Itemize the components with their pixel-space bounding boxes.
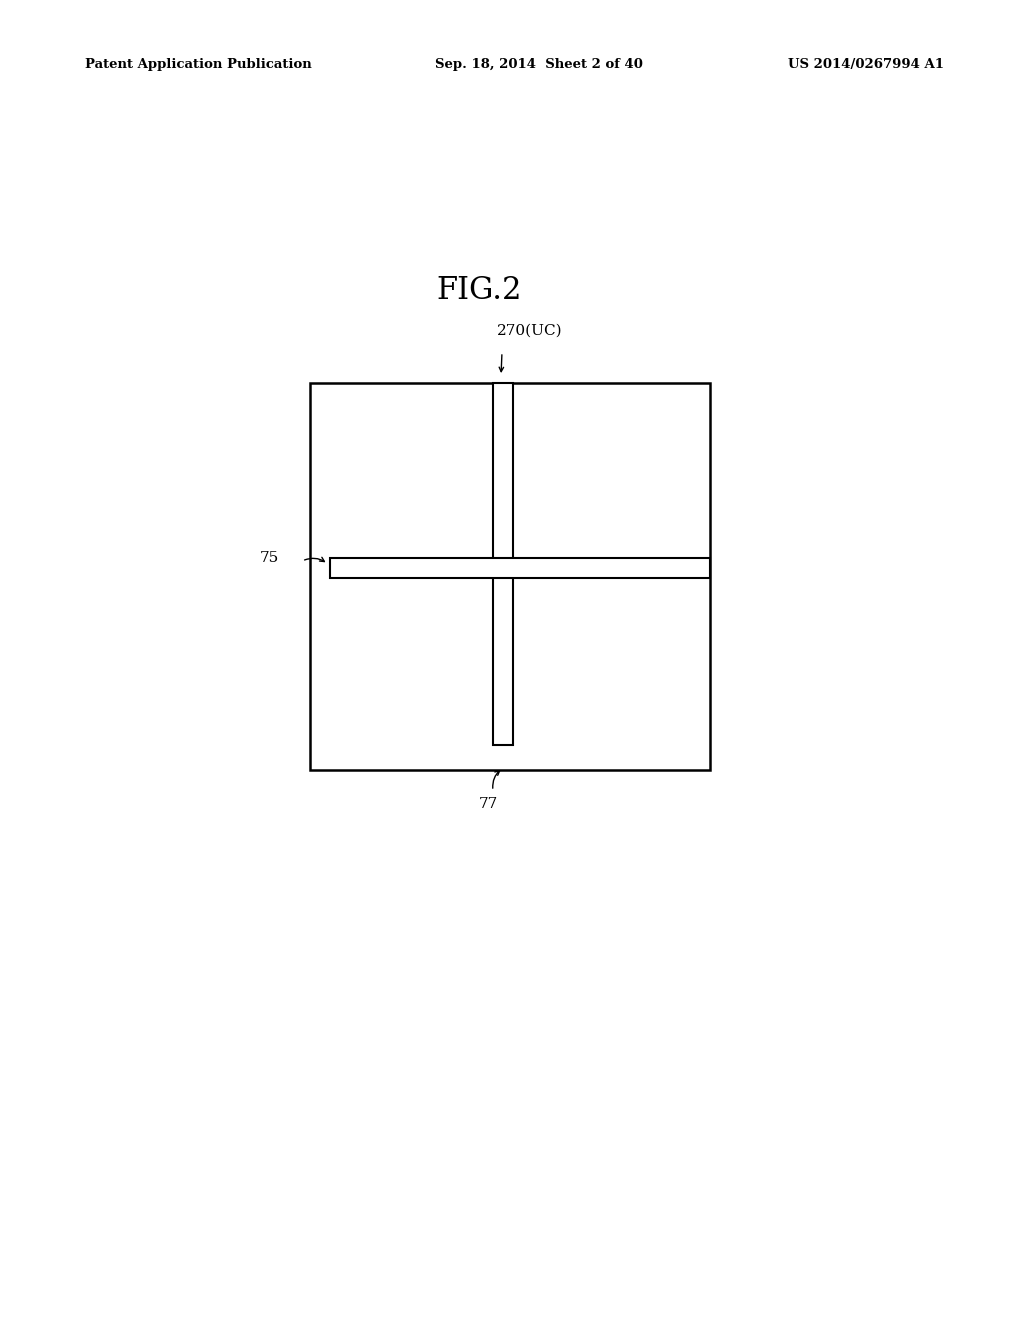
Text: US 2014/0267994 A1: US 2014/0267994 A1 (788, 58, 944, 71)
Bar (330, 558, 710, 578)
Bar (493, 383, 513, 744)
Text: Patent Application Publication: Patent Application Publication (85, 58, 311, 71)
Text: 77: 77 (478, 797, 498, 810)
Text: 75: 75 (260, 550, 279, 565)
Text: Sep. 18, 2014  Sheet 2 of 40: Sep. 18, 2014 Sheet 2 of 40 (435, 58, 643, 71)
Text: 270(UC): 270(UC) (497, 323, 562, 338)
Bar (310, 383, 710, 770)
Text: FIG.2: FIG.2 (436, 275, 522, 306)
